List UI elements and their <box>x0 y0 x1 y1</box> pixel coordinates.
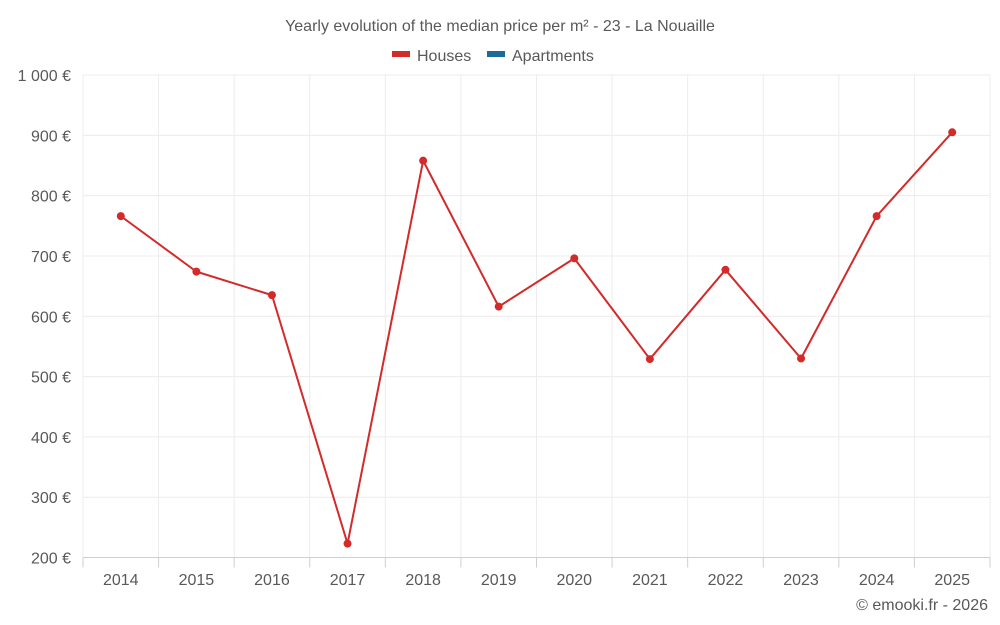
x-tick-label: 2025 <box>934 572 970 589</box>
data-point-houses[interactable] <box>721 265 730 274</box>
y-tick-label: 500 € <box>31 370 71 387</box>
x-tick-label: 2016 <box>254 572 290 589</box>
data-point-houses[interactable] <box>570 254 579 263</box>
legend-swatch-houses <box>392 51 410 57</box>
data-point-houses[interactable] <box>192 267 201 276</box>
legend-label-apartments: Apartments <box>512 48 594 65</box>
y-axis-ticks: 200 € 300 € 400 € 500 € 600 € 700 € 800 € 900 €… <box>18 68 71 568</box>
y-tick-label: 200 € <box>31 551 71 568</box>
x-tick-label: 2015 <box>179 572 215 589</box>
x-tick-label: 2014 <box>103 572 139 589</box>
data-point-houses[interactable] <box>797 354 806 363</box>
credit-text: © emooki.fr - 2026 <box>856 597 988 614</box>
x-tick-label: 2018 <box>405 572 441 589</box>
x-tick-label: 2022 <box>708 572 744 589</box>
data-point-houses[interactable] <box>494 302 503 311</box>
series-line-houses <box>120 131 953 545</box>
y-tick-label: 1 000 € <box>18 68 71 85</box>
x-tick-label: 2023 <box>783 572 819 589</box>
chart-title: Yearly evolution of the median price per… <box>285 18 715 35</box>
x-axis-ticks: 2014 2015 2016 2017 2018 2019 2020 2021 2022 2023… <box>82 557 991 589</box>
legend-item-houses[interactable]: Houses <box>392 48 471 65</box>
legend: Houses Apartments <box>392 48 594 65</box>
legend-item-apartments[interactable]: Apartments <box>487 48 594 65</box>
data-point-houses[interactable] <box>116 212 125 221</box>
y-tick-label: 400 € <box>31 430 71 447</box>
legend-label-houses: Houses <box>417 48 471 65</box>
y-tick-label: 700 € <box>31 249 71 266</box>
y-tick-label: 300 € <box>31 490 71 507</box>
x-tick-label: 2024 <box>859 572 895 589</box>
data-point-houses[interactable] <box>948 128 957 137</box>
y-tick-label: 900 € <box>31 128 71 145</box>
legend-swatch-apartments <box>487 51 505 57</box>
y-tick-label: 800 € <box>31 189 71 206</box>
x-tick-label: 2017 <box>330 572 366 589</box>
series-layer <box>116 128 957 548</box>
data-point-houses[interactable] <box>645 355 654 364</box>
y-tick-label: 600 € <box>31 309 71 326</box>
x-tick-label: 2019 <box>481 572 517 589</box>
data-point-houses[interactable] <box>872 212 881 221</box>
data-point-houses[interactable] <box>267 291 276 300</box>
data-point-houses[interactable] <box>343 539 352 548</box>
x-tick-label: 2020 <box>556 572 592 589</box>
x-tick-label: 2021 <box>632 572 668 589</box>
horizontal-gridlines <box>83 74 990 498</box>
data-point-houses[interactable] <box>419 156 428 165</box>
